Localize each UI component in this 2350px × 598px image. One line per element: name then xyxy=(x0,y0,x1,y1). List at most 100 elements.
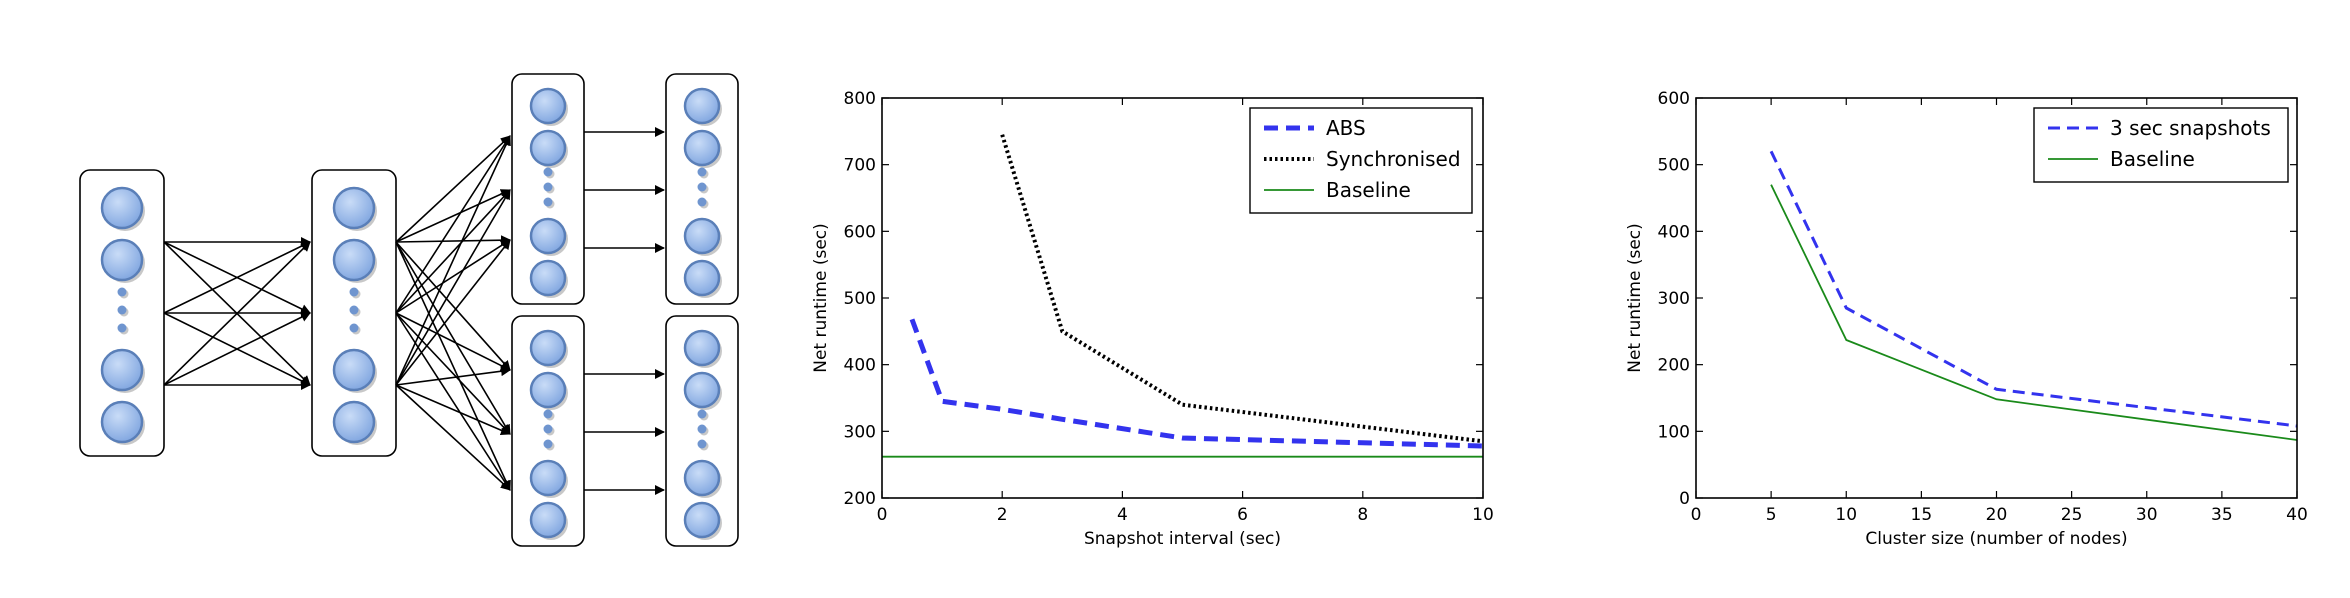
x-tick-label: 10 xyxy=(1472,505,1494,525)
edge-arrow xyxy=(395,384,511,491)
x-tick-label: 0 xyxy=(877,505,888,525)
node-circle xyxy=(332,348,376,392)
edge-arrow xyxy=(395,241,511,435)
x-tick-label: 0 xyxy=(1691,505,1702,525)
edge-arrow xyxy=(163,241,311,386)
x-tick-label: 8 xyxy=(1357,505,1368,525)
edge-arrow xyxy=(395,366,511,386)
y-tick-label: 600 xyxy=(1658,89,1690,109)
edge-arrow xyxy=(395,239,511,386)
y-tick-label: 300 xyxy=(1658,289,1690,309)
edge-arrow xyxy=(395,135,511,386)
edge-arrow xyxy=(163,312,311,386)
ellipsis-dot xyxy=(697,409,707,419)
x-tick-label: 35 xyxy=(2211,505,2233,525)
node-circle xyxy=(683,501,721,539)
series-line-abs xyxy=(909,318,1484,449)
ellipsis-dot xyxy=(697,439,707,449)
snapshot-interval-chart: 0 2 4 6 8 10 200 300 400 500 600 700 800 Snapshot int… xyxy=(811,89,1494,549)
y-tick-label: 100 xyxy=(1658,422,1690,442)
y-tick-label: 0 xyxy=(1679,489,1690,509)
x-tick-label: 5 xyxy=(1766,505,1777,525)
series-line-baseline xyxy=(1770,184,2298,441)
edge-arrow xyxy=(395,135,511,314)
edge-arrow xyxy=(395,235,511,246)
series-line-3-sec-snapshots xyxy=(1769,150,2298,428)
legend-label: Baseline xyxy=(1326,178,1411,202)
edge-arrow xyxy=(395,189,511,314)
ellipsis-dot xyxy=(697,197,707,207)
edge-arrow xyxy=(395,189,511,243)
ellipsis-dot xyxy=(349,305,359,315)
ellipsis-dot xyxy=(543,439,553,449)
y-tick-label: 700 xyxy=(844,156,876,176)
x-tick-label: 30 xyxy=(2136,505,2158,525)
node-circle xyxy=(683,329,721,367)
legend-label: Synchronised xyxy=(1326,147,1461,171)
x-tick-label: 20 xyxy=(1986,505,2008,525)
y-tick-label: 400 xyxy=(1658,222,1690,242)
node-circle xyxy=(683,259,721,297)
legend-label: 3 sec snapshots xyxy=(2110,116,2271,140)
cluster-size-chart: 0 5 10 15 20 25 30 35 400100200300400500600Clust… xyxy=(1625,89,2308,549)
edge-arrow xyxy=(395,135,511,243)
node-circle xyxy=(529,87,567,125)
node-circle xyxy=(683,217,721,255)
node-circle xyxy=(100,400,144,444)
node-circle xyxy=(529,259,567,297)
ellipsis-dot xyxy=(543,409,553,419)
edge-arrow xyxy=(163,241,311,314)
y-tick-label: 200 xyxy=(844,489,876,509)
x-tick-label: 6 xyxy=(1237,505,1248,525)
y-tick-label: 300 xyxy=(844,422,876,442)
node-circle xyxy=(529,459,567,497)
edge-arrow xyxy=(395,239,511,314)
ellipsis-dot xyxy=(543,167,553,177)
y-tick-label: 200 xyxy=(1658,356,1690,376)
edge-arrow xyxy=(395,189,511,386)
node-circle xyxy=(332,238,376,282)
ellipsis-dot xyxy=(697,182,707,192)
x-tick-label: 25 xyxy=(2061,505,2083,525)
edge-arrow xyxy=(395,241,511,491)
node-circle xyxy=(100,348,144,392)
node-circle xyxy=(683,87,721,125)
y-axis-label: Net runtime (sec) xyxy=(811,223,831,373)
node-circle xyxy=(100,238,144,282)
x-tick-label: 10 xyxy=(1835,505,1857,525)
edge-arrow xyxy=(395,384,511,436)
node-circle xyxy=(529,217,567,255)
ellipsis-dot xyxy=(117,323,127,333)
legend-label: ABS xyxy=(1326,116,1366,140)
y-tick-label: 500 xyxy=(1658,156,1690,176)
node-circle xyxy=(100,186,144,230)
ellipsis-dot xyxy=(349,287,359,297)
ellipsis-dot xyxy=(697,424,707,434)
ellipsis-dot xyxy=(117,305,127,315)
edge-arrow xyxy=(395,241,511,371)
y-axis-label: Net runtime (sec) xyxy=(1625,223,1645,373)
node-circle xyxy=(529,501,567,539)
node-circle xyxy=(683,371,721,409)
x-tick-label: 40 xyxy=(2286,505,2308,525)
y-tick-label: 600 xyxy=(844,222,876,242)
y-tick-label: 400 xyxy=(844,356,876,376)
ellipsis-dot xyxy=(117,287,127,297)
ellipsis-dot xyxy=(543,182,553,192)
ellipsis-dot xyxy=(543,197,553,207)
series-line-synchronised xyxy=(1000,134,1484,444)
legend-label: Baseline xyxy=(2110,147,2195,171)
x-tick-label: 4 xyxy=(1117,505,1128,525)
ellipsis-dot xyxy=(697,167,707,177)
node-circle xyxy=(332,400,376,444)
ellipsis-dot xyxy=(349,323,359,333)
x-axis-label: Snapshot interval (sec) xyxy=(1084,529,1281,549)
dataflow-diagram xyxy=(79,73,739,547)
x-tick-label: 2 xyxy=(997,505,1008,525)
y-tick-label: 500 xyxy=(844,289,876,309)
node-circle xyxy=(529,329,567,367)
edge-arrow xyxy=(395,312,511,371)
x-tick-label: 15 xyxy=(1911,505,1933,525)
node-circle xyxy=(529,129,567,167)
ellipsis-dot xyxy=(543,424,553,434)
